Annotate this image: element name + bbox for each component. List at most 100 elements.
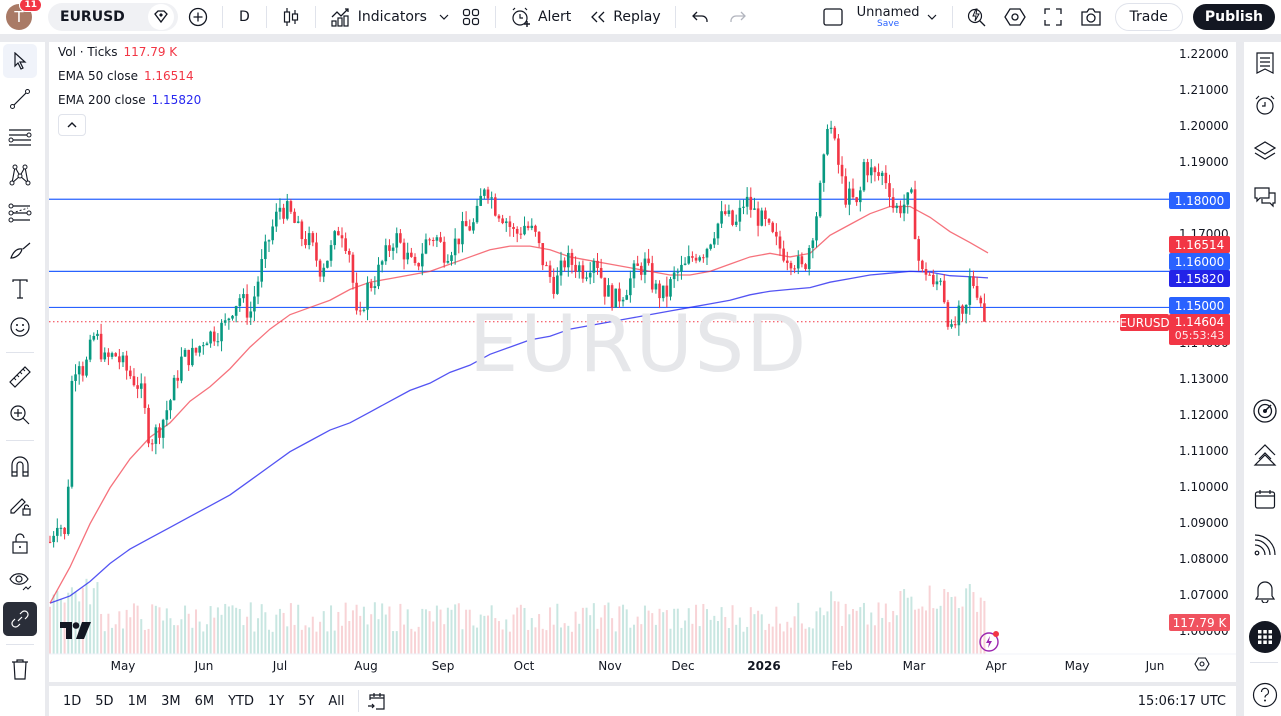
user-avatar[interactable]: T 11 — [6, 0, 42, 30]
calendar-button[interactable] — [1248, 482, 1281, 516]
range-button-1m[interactable]: 1M — [127, 693, 148, 709]
time-axis-label: May — [1064, 659, 1090, 673]
object-tree-button[interactable] — [1248, 134, 1281, 168]
ideas-button[interactable] — [1248, 438, 1281, 472]
watchlist-button[interactable] — [1248, 46, 1281, 80]
save-label[interactable]: Save — [877, 18, 900, 29]
last-price-value: 1.14604 — [1174, 315, 1225, 330]
fullscreen-icon — [1043, 8, 1062, 26]
hide-drawings-tool[interactable] — [3, 564, 37, 598]
parallel-lines-icon — [8, 129, 32, 146]
text-tool[interactable] — [3, 272, 37, 306]
hline-1-price-tag: 1.18000 — [1169, 192, 1230, 209]
products-button[interactable] — [1248, 620, 1281, 654]
chats-button[interactable] — [1248, 180, 1281, 214]
zoom-in-tool[interactable] — [3, 398, 37, 432]
alerts-button[interactable] — [1248, 88, 1281, 122]
chevron-down-icon — [927, 14, 936, 20]
time-axis-label: Jul — [272, 659, 288, 673]
chat-bubbles-icon — [1254, 187, 1276, 208]
price-axis-label: 1.08000 — [1179, 551, 1229, 566]
stay-in-drawing-mode-tool[interactable] — [3, 488, 37, 522]
range-button-5y[interactable]: 5Y — [298, 693, 315, 709]
tradingview-logo[interactable] — [60, 622, 92, 644]
sync-drawings-tool[interactable] — [3, 602, 37, 636]
price-axis-label: 1.20000 — [1179, 119, 1229, 134]
technicals-button[interactable] — [1248, 394, 1281, 428]
interval-button[interactable]: D — [231, 0, 258, 34]
axis-settings-button[interactable] — [1194, 656, 1210, 676]
brush-tool[interactable] — [3, 234, 37, 268]
alert-button[interactable]: Alert — [504, 6, 577, 28]
price-axis-label: 1.07000 — [1179, 587, 1229, 602]
lock-drawings-tool[interactable] — [3, 526, 37, 560]
symbol-diamond-icon[interactable] — [148, 4, 174, 30]
compare-symbol-button[interactable] — [182, 1, 214, 33]
price-axis-label: 1.10000 — [1179, 479, 1229, 494]
time-axis-label: Aug — [354, 659, 378, 673]
range-button-5d[interactable]: 5D — [95, 693, 114, 709]
layers-icon — [1253, 141, 1277, 160]
trend-line-tool[interactable] — [3, 82, 37, 116]
price-chart[interactable] — [49, 42, 1236, 682]
go-to-date-button[interactable] — [367, 691, 387, 711]
replay-button[interactable]: Replay — [583, 9, 666, 25]
indicators-button[interactable]: Indicators — [324, 7, 433, 27]
magnet-tool[interactable] — [3, 450, 37, 484]
publish-button[interactable]: Publish — [1192, 4, 1275, 30]
price-axis-label: 1.13000 — [1179, 371, 1229, 386]
layout-name-button[interactable]: Unnamed Save — [857, 6, 920, 29]
ema50-legend-value: 1.16514 — [143, 69, 194, 83]
ema200-legend[interactable]: EMA 200 close 1.15820 — [58, 93, 201, 107]
undo-button[interactable] — [684, 1, 716, 33]
utc-clock[interactable]: 15:06:17 UTC — [1137, 693, 1226, 709]
ema200-price-tag: 1.15820 — [1169, 270, 1230, 287]
alarm-plus-icon — [512, 7, 530, 27]
fib-retracement-icon — [8, 203, 32, 223]
news-stream-button[interactable] — [1248, 528, 1281, 562]
measure-tool[interactable] — [3, 360, 37, 394]
range-button-1d[interactable]: 1D — [63, 693, 82, 709]
avatar-letter: T — [14, 8, 24, 26]
cursor-tool[interactable] — [3, 44, 37, 78]
help-button[interactable] — [1248, 678, 1281, 712]
go-to-realtime-button[interactable] — [978, 629, 1002, 657]
time-axis-label: May — [110, 659, 136, 673]
indicators-dropdown[interactable] — [433, 1, 455, 33]
collapse-legend-button[interactable] — [58, 114, 86, 136]
fib-tool[interactable] — [3, 196, 37, 230]
undo-icon — [691, 11, 708, 22]
notifications-button[interactable] — [1248, 574, 1281, 608]
hline-2-price-tag: 1.16000 — [1169, 253, 1230, 270]
volume-legend[interactable]: Vol · Ticks 117.79 K — [58, 45, 177, 59]
range-button-3m[interactable]: 3M — [161, 693, 181, 709]
interval-label: D — [239, 9, 250, 25]
watchlist-icon — [1256, 52, 1274, 74]
layout-dropdown[interactable] — [920, 1, 944, 33]
range-button-all[interactable]: All — [328, 693, 345, 709]
remove-drawings-tool[interactable] — [3, 652, 37, 686]
price-axis-label: 1.12000 — [1179, 407, 1229, 422]
trade-button[interactable]: Trade — [1114, 3, 1183, 31]
ema50-legend[interactable]: EMA 50 close 1.16514 — [58, 69, 194, 83]
range-button-ytd[interactable]: YTD — [228, 693, 254, 709]
pattern-tool[interactable] — [3, 158, 37, 192]
pencil-lock-icon — [10, 498, 31, 516]
layout-square-button[interactable] — [817, 1, 849, 33]
time-axis-label: Feb — [831, 659, 853, 673]
quick-search-button[interactable] — [961, 1, 993, 33]
screenshot-button[interactable] — [1075, 1, 1107, 33]
emoji-tool[interactable] — [3, 310, 37, 344]
settings-button[interactable] — [999, 1, 1031, 33]
fullscreen-button[interactable] — [1037, 1, 1069, 33]
time-axis-label: Jun — [194, 659, 214, 673]
symbol-search-button[interactable]: EURUSD — [48, 3, 178, 31]
range-button-1y[interactable]: 1Y — [267, 693, 285, 709]
range-button-6m[interactable]: 6M — [194, 693, 215, 709]
chart-type-button[interactable] — [275, 1, 307, 33]
layouts-button[interactable] — [455, 1, 487, 33]
horizontal-lines-tool[interactable] — [3, 120, 37, 154]
chart-pane[interactable]: EURUSD Vol · Ticks 117.79 K EMA 50 close 1… — [49, 42, 1236, 682]
redo-button[interactable] — [722, 1, 754, 33]
bottom-toolbar: 1D 5D 1M 3M 6M YTD 1Y 5Y All 15:06:17 UTC — [49, 686, 1236, 716]
